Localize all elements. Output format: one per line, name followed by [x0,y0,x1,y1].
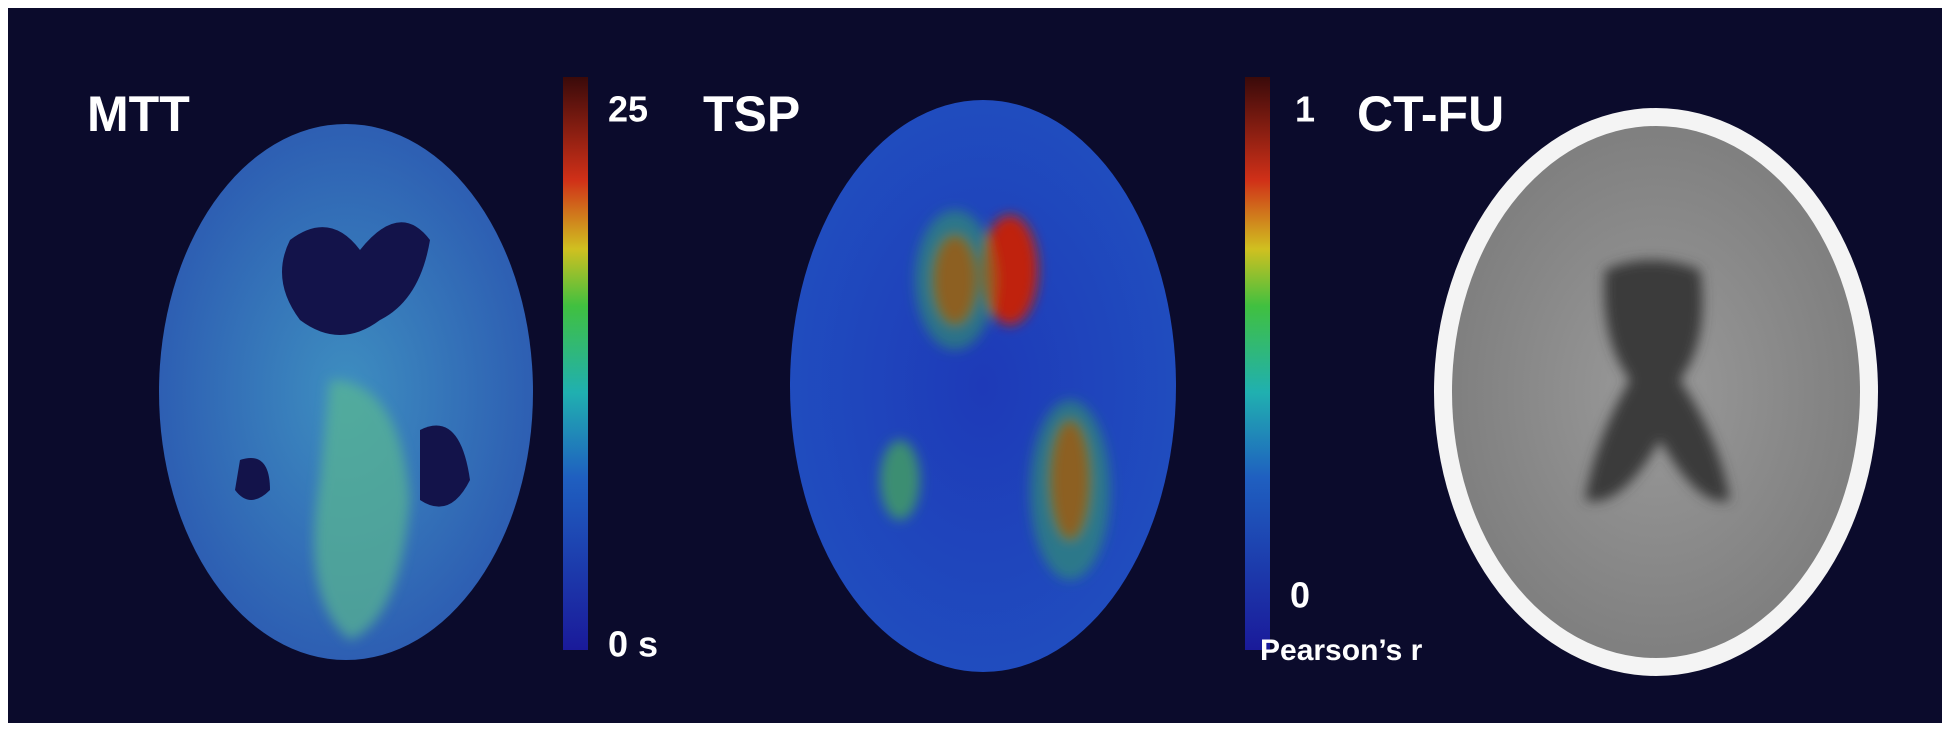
colorbar-min-label: 0 s [608,624,658,665]
panel-label: CT-FU [1357,86,1504,142]
ventricles [1585,260,1730,502]
mtt-panel: MTT 25 0 s [87,77,658,665]
ventricle [235,458,270,500]
colorbar-unit: Pearson’s r [1260,634,1423,667]
tsp-panel: TSP 1 0 Pearson’s r [703,77,1423,672]
colorbar-min-label: 0 [1290,575,1310,616]
panel-label: MTT [87,86,190,142]
ct-panel: CT-FU [1357,86,1878,676]
ventricle [282,222,430,335]
panel-label: TSP [703,86,800,142]
colorbar-max-label: 25 [608,89,648,130]
tsp-brain [790,100,1176,672]
colorbar [563,77,588,650]
hot-spots [880,210,1110,580]
ventricle [420,425,470,507]
lesion [314,380,410,640]
colorbar [1245,77,1270,650]
colorbar-max-label: 1 [1295,89,1315,130]
